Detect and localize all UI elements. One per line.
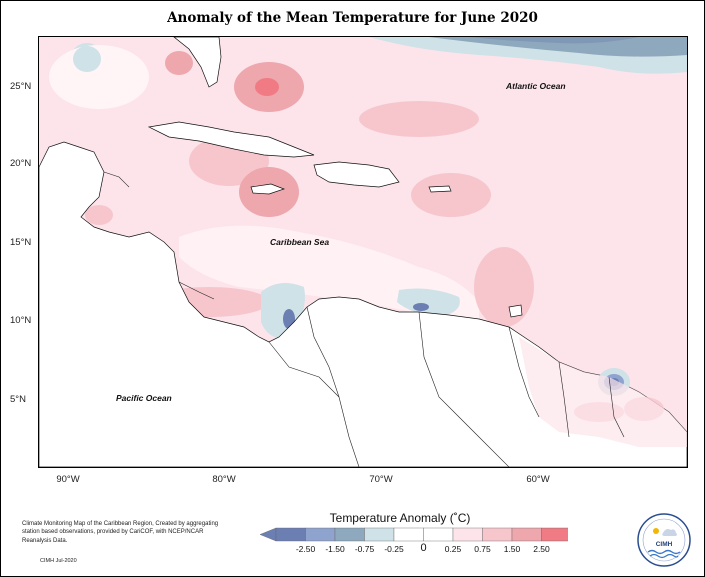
legend-tick-7: 1.50 — [503, 544, 521, 554]
trinidad — [508, 304, 523, 318]
legend-tick-1: -1.50 — [325, 544, 345, 554]
legend-title: Temperature Anomaly (˚C) — [329, 511, 471, 525]
lat-label-15n: 15°N — [10, 237, 32, 248]
map-title: Anomaly of the Mean Temperature for June… — [167, 10, 538, 26]
legend-tick-5: 0.25 — [444, 544, 462, 554]
map-description: Climate Monitoring Map of the Caribbean … — [22, 521, 219, 544]
logo-text: CIMH — [656, 541, 673, 548]
legend-tick-8: 2.50 — [533, 544, 550, 554]
legend-bin-3 — [364, 527, 395, 542]
legend-bin-2 — [334, 527, 365, 542]
lon-label-90w: 90°W — [56, 474, 80, 485]
cool-anomaly-venezuela-core — [413, 303, 429, 311]
legend-tick-4: 0 — [420, 542, 427, 554]
legend-tick-2: -0.75 — [354, 544, 375, 554]
cool-anomaly-gulf-core — [73, 46, 101, 72]
warm-anomaly-yucatan — [85, 205, 113, 225]
cuba — [147, 121, 315, 158]
country-borders — [103, 171, 625, 467]
lon-label-60w: 60°W — [526, 474, 550, 485]
legend-bin-6 — [452, 527, 483, 542]
lat-label-25n: 25°N — [10, 81, 32, 92]
warm-anomaly-bahamas-core — [255, 78, 279, 96]
cool-anomaly-venezuela — [397, 288, 460, 317]
warm-anomaly-atlantic — [359, 101, 479, 137]
legend-bin-1 — [305, 527, 336, 542]
warm-anomaly-florida — [165, 51, 193, 75]
anomaly-map — [38, 36, 688, 468]
legend-tick-0: -2.50 — [295, 544, 316, 554]
lon-label-80w: 80°W — [212, 474, 236, 485]
puerto-rico — [428, 185, 452, 193]
map-canvas — [39, 37, 687, 467]
warm-anomaly-guiana-shield — [519, 337, 687, 447]
legend-bin-min-arrow — [259, 527, 277, 542]
legend-bin-9 — [541, 527, 568, 542]
pacific-ocean-label: Pacific Ocean — [116, 393, 172, 403]
lat-label-10n: 10°N — [10, 315, 32, 326]
map-credit: CIMH Jul-2020 — [40, 558, 77, 564]
warm-anomaly-puerto-rico — [411, 173, 491, 217]
legend-bin-5 — [423, 527, 454, 542]
legend-tick-3: -0.25 — [384, 544, 404, 554]
cimh-logo-icon: CIMH — [637, 513, 691, 567]
cool-anomaly-northeast-core — [429, 37, 687, 57]
legend-bin-7 — [482, 527, 513, 542]
legend-bin-4 — [393, 527, 424, 542]
lat-label-5n: 5°N — [10, 394, 26, 405]
florida — [173, 37, 222, 88]
legend-colorbar — [259, 527, 568, 542]
legend-tick-6: 0.75 — [474, 544, 491, 554]
legend-bin-0 — [275, 527, 306, 542]
hispaniola — [313, 161, 400, 188]
caribbean-sea-label: Caribbean Sea — [270, 237, 330, 247]
cool-anomaly-northeast-strong — [469, 37, 639, 44]
lon-label-70w: 70°W — [369, 474, 393, 485]
warm-anomaly-windwards — [474, 247, 534, 327]
legend-bin-8 — [511, 527, 542, 542]
atlantic-ocean-label: Atlantic Ocean — [506, 81, 566, 91]
lat-label-20n: 20°N — [10, 158, 32, 169]
jamaica — [250, 183, 286, 195]
